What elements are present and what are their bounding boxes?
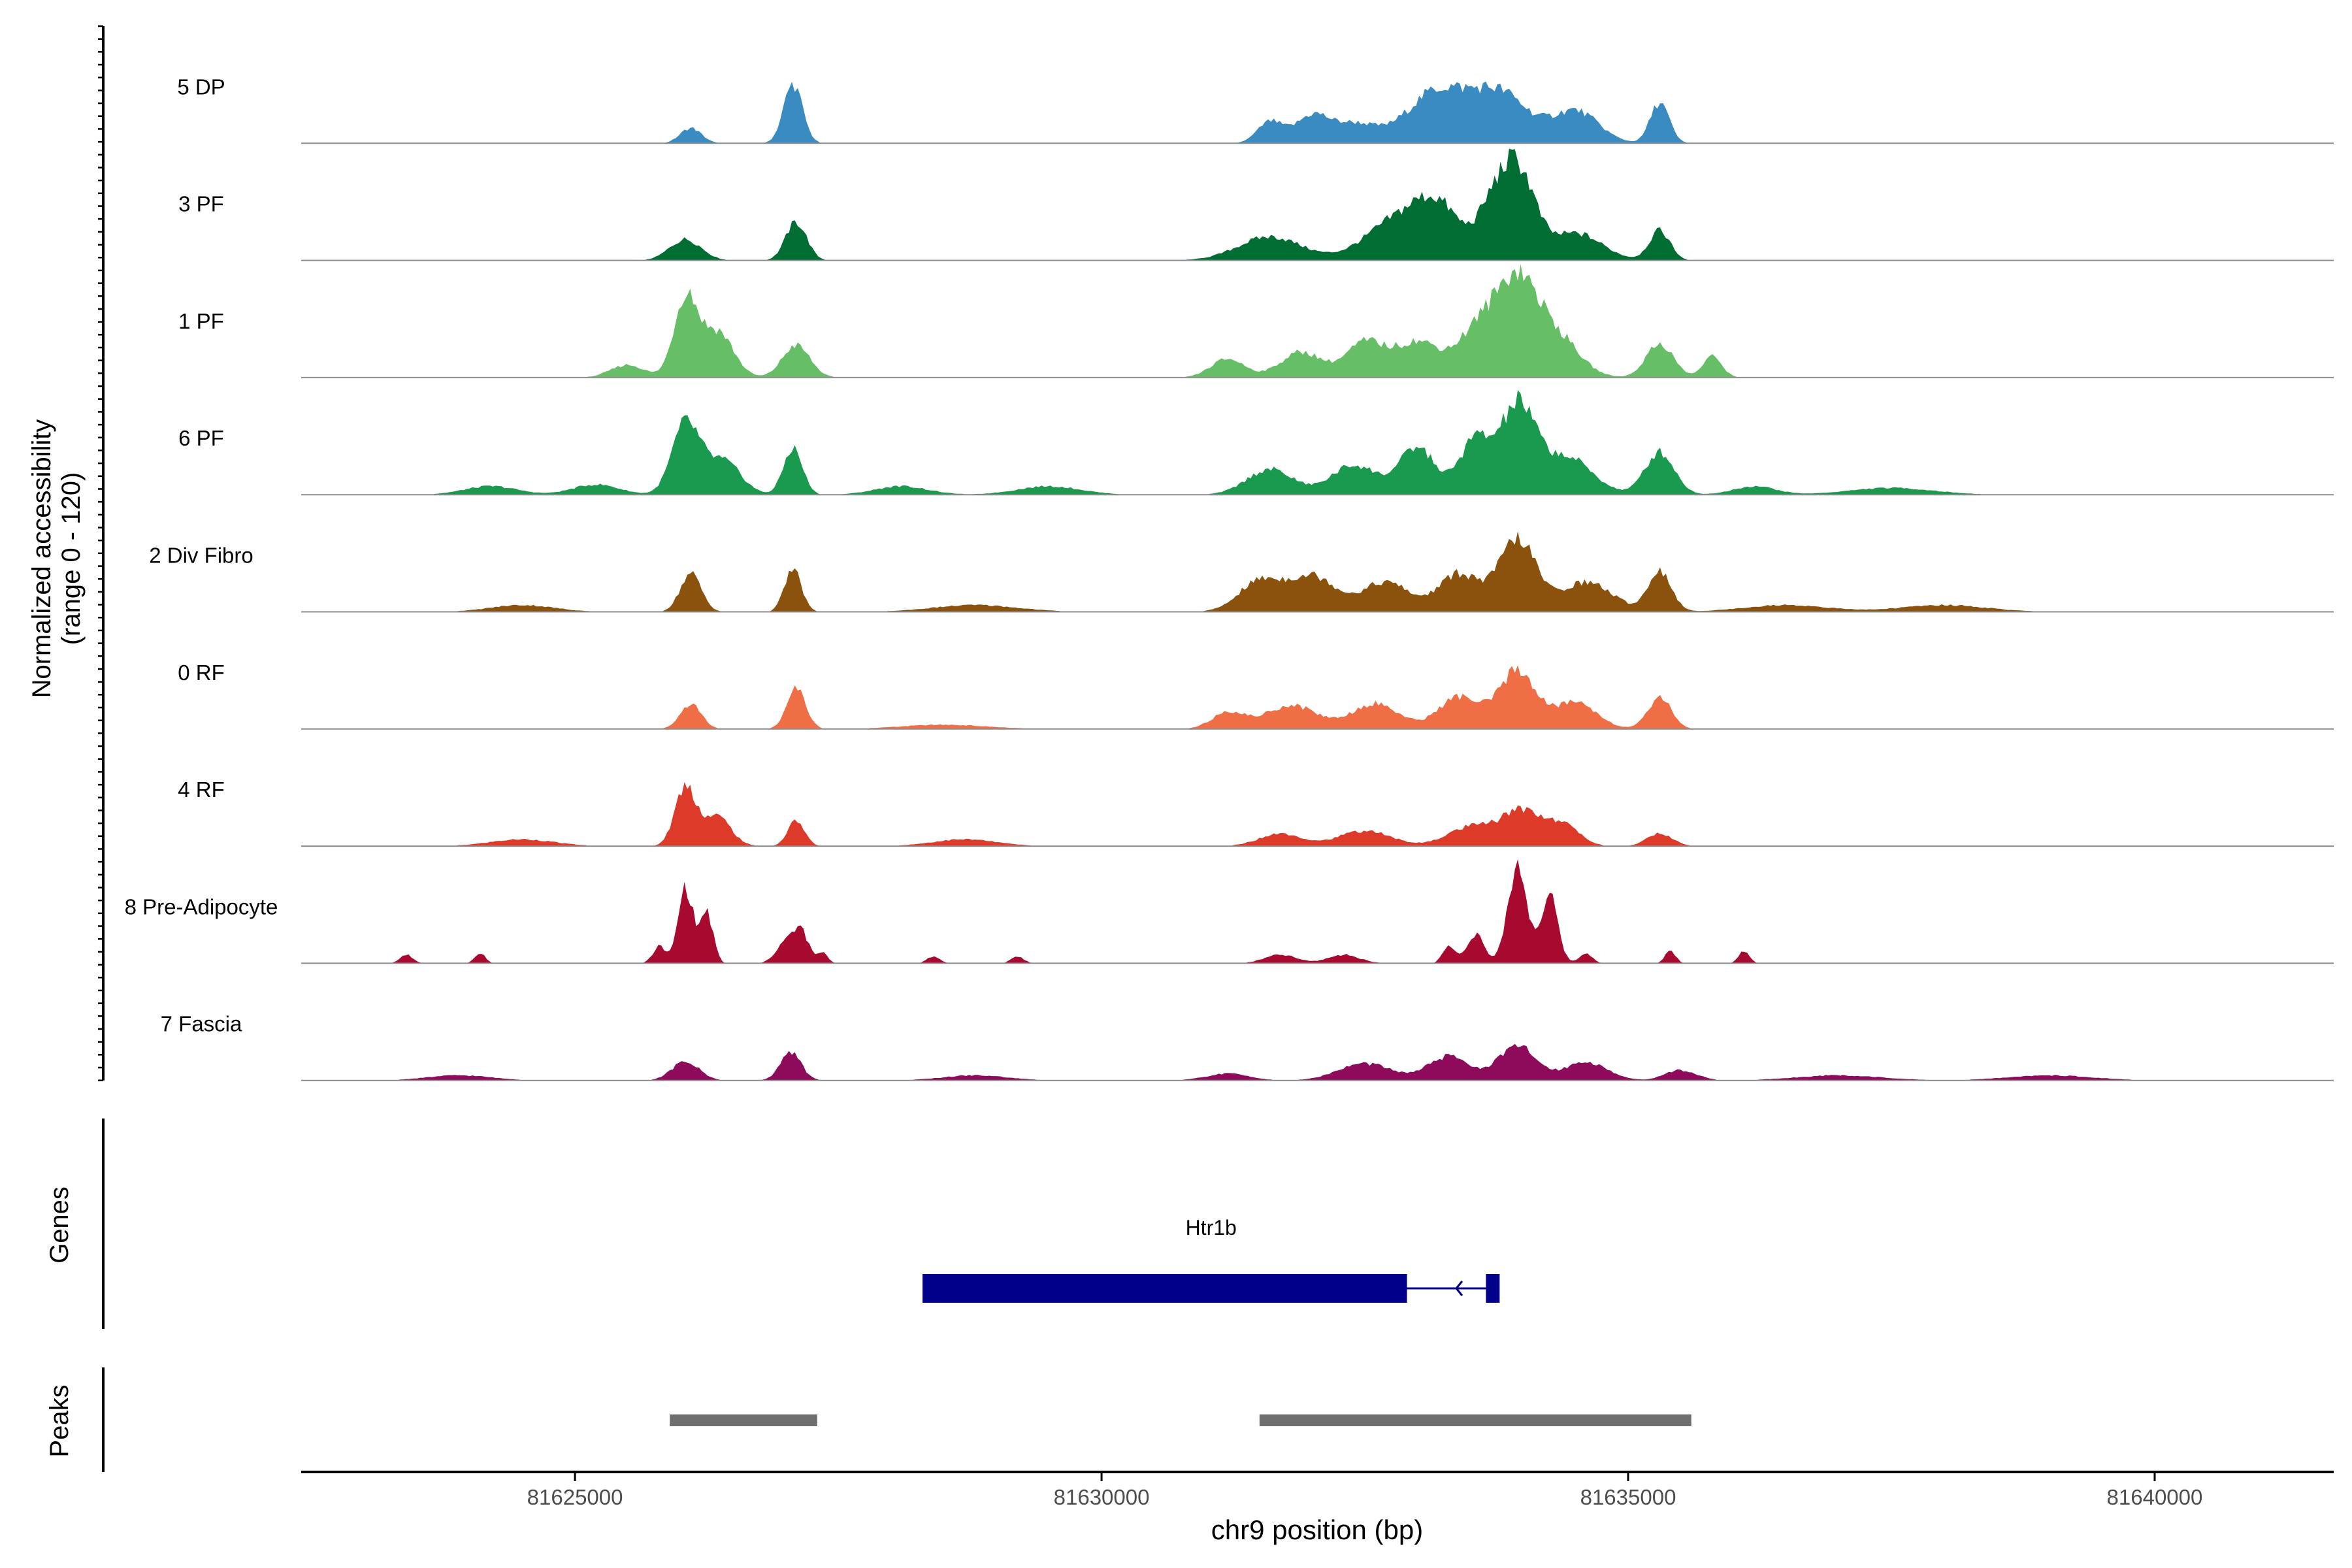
x-tick-label: 81625000 [527,1485,623,1509]
gene-exon [923,1274,1407,1303]
track-2-div-fibro: 2 Div Fibro [149,531,2334,613]
coverage-area [301,81,2334,144]
x-axis: 81625000 81630000 81635000 81640000 [301,1471,2334,1509]
coverage-area [301,859,2334,964]
y-axis [98,25,105,1081]
track-3-pf: 3 PF [178,148,2334,261]
track-6-pf: 6 PF [178,389,2334,496]
y-axis-title: Normalized accessibility [27,419,56,698]
genes-axis-title: Genes [45,1186,74,1264]
peaks-track: Peaks [45,1367,1691,1472]
track-label: 1 PF [178,309,224,333]
track-1-pf: 1 PF [178,264,2334,378]
peak-region [1259,1414,1691,1426]
track-label: 0 RF [178,661,225,685]
track-label: 7 Fascia [161,1012,242,1036]
track-label: 2 Div Fibro [149,544,253,568]
track-4-rf: 4 RF [178,777,2334,847]
gene-exon [1486,1274,1500,1303]
genes-track: Genes Htr1b [45,1119,1500,1329]
x-tick-label: 81635000 [1580,1485,1676,1509]
track-label: 8 Pre-Adipocyte [125,894,278,919]
track-label: 5 DP [177,74,225,99]
x-axis-title: chr9 position (bp) [1211,1514,1424,1545]
gene-name: Htr1b [1186,1216,1237,1239]
x-tick-label: 81640000 [2107,1485,2203,1509]
x-tick-label: 81630000 [1054,1485,1150,1509]
gene-strand-arrow [1455,1281,1463,1296]
track-label: 6 PF [178,426,224,450]
track-label: 3 PF [178,192,224,216]
coverage-area [301,665,2334,729]
y-axis-range: (range 0 - 120) [57,472,86,645]
peaks-axis-title: Peaks [45,1384,74,1457]
track-0-rf: 0 RF [178,661,2334,730]
peak-region [670,1414,817,1426]
track-5-dp: 5 DP [177,74,2334,144]
coverage-tracks: 5 DP 3 PF 1 PF 6 PF 2 Div Fibro 0 RF 4 RF 8 Pre… [125,74,2334,1081]
coverage-area [301,531,2334,612]
track-7-fascia: 7 Fascia [161,1012,2334,1081]
track-label: 4 RF [178,777,225,802]
track-8-pre-adipocyte: 8 Pre-Adipocyte [125,859,2334,964]
